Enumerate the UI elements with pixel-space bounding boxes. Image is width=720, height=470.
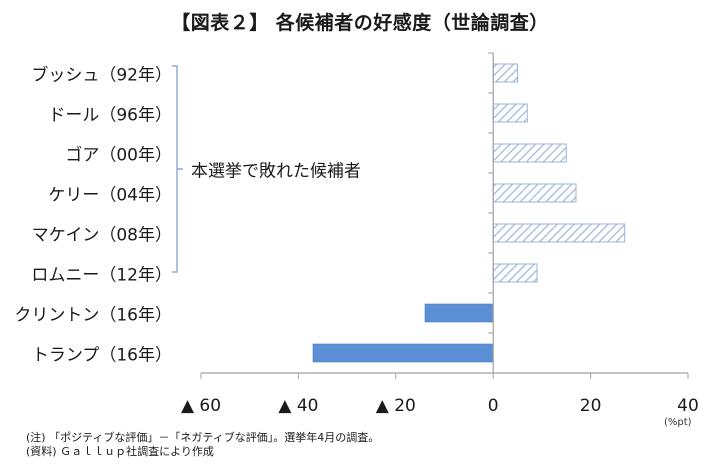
category-label: ゴア（00年） xyxy=(65,145,172,166)
bars-group xyxy=(312,63,626,363)
losers-annotation: 本選挙で敗れた候補者 xyxy=(191,161,361,182)
bar-solid xyxy=(312,343,494,363)
bar-hatched xyxy=(492,103,528,123)
footnote: (注) 「ポジティブな評価」－「ネガティブな評価」。選挙年4月の調査。 xyxy=(26,431,380,444)
bar-solid xyxy=(424,303,494,323)
source-note: (資料) Ｇａｌｌｕｐ社調査により作成 xyxy=(26,445,214,458)
bracket-line xyxy=(172,65,183,273)
loser-bracket xyxy=(172,65,183,273)
bar-hatched xyxy=(492,223,626,243)
category-label: トランプ（16年） xyxy=(31,345,172,366)
x-tick-label: 20 xyxy=(579,396,602,416)
bar-hatched xyxy=(492,63,519,83)
unit-label: (%pt) xyxy=(664,417,692,428)
chart-title: 【図表２】 各候補者の好感度（世論調査） xyxy=(171,12,549,34)
x-tick-label: 40 xyxy=(677,396,699,416)
category-label: マケイン（08年） xyxy=(31,225,172,246)
x-tick-label: ▲ 20 xyxy=(375,396,416,416)
bar-hatched xyxy=(492,183,577,203)
category-label: ケリー（04年） xyxy=(48,185,172,206)
axes-group xyxy=(200,52,689,379)
category-label: ドール（96年） xyxy=(48,105,172,126)
bar-hatched xyxy=(492,263,538,283)
category-label: クリントン（16年） xyxy=(14,305,172,326)
x-tick-label: ▲ 40 xyxy=(278,396,319,416)
category-label: ブッシュ（92年） xyxy=(31,65,172,86)
x-tick-label: 0 xyxy=(487,396,499,416)
x-tick-label: ▲ 60 xyxy=(180,396,222,416)
bar-hatched xyxy=(492,143,567,163)
category-label: ロムニー（12年） xyxy=(31,265,172,286)
